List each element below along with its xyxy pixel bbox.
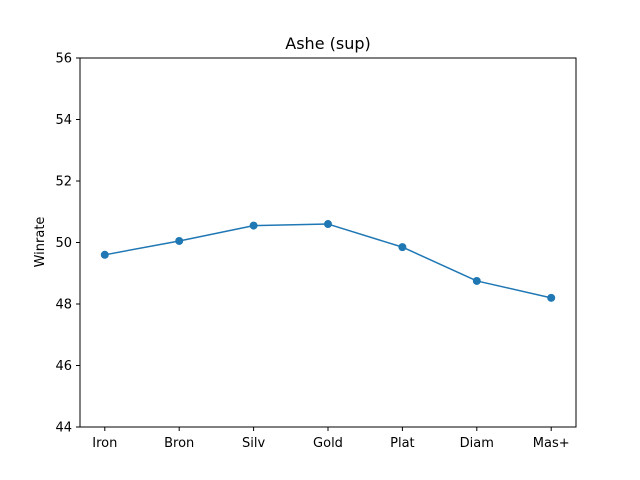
plot-area: 44 46 48 50 52 54 56 Iron Bron Silv Gold Plat Diam Ma… xyxy=(55,52,577,451)
x-tick-label: Iron xyxy=(92,436,117,451)
y-tick-label: 56 xyxy=(55,52,72,67)
y-axis-label: Winrate xyxy=(33,217,48,268)
x-tick-label: Diam xyxy=(460,436,494,451)
y-tick-label: 54 xyxy=(55,113,72,128)
y-tick-label: 44 xyxy=(55,421,72,436)
y-tick-label: 46 xyxy=(55,359,72,374)
x-tick-label: Mas+ xyxy=(533,436,570,451)
data-point xyxy=(324,220,332,229)
data-point xyxy=(547,293,556,302)
x-tick-label: Gold xyxy=(313,436,343,451)
plot-frame xyxy=(79,57,577,428)
x-tick-label: Bron xyxy=(164,436,194,451)
data-point xyxy=(249,221,258,230)
y-tick-label: 52 xyxy=(55,175,72,190)
y-tick-label: 50 xyxy=(55,236,72,251)
y-tick-label: 48 xyxy=(55,298,72,313)
chart-title: Ashe (sup) xyxy=(285,34,370,53)
x-tick-label: Plat xyxy=(390,436,415,451)
data-point xyxy=(100,250,109,259)
data-point xyxy=(175,236,184,245)
data-point xyxy=(472,276,481,285)
data-point xyxy=(398,243,407,252)
x-tick-label: Silv xyxy=(242,436,265,451)
